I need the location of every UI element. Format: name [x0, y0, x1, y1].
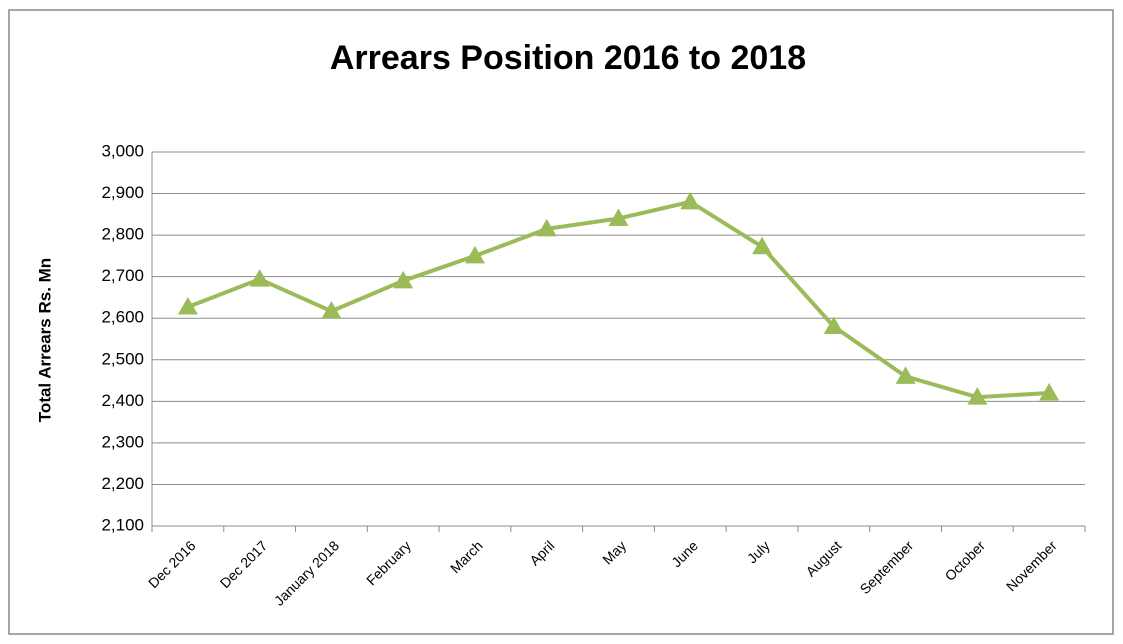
y-tick-label: 2,300 — [101, 432, 144, 451]
marker — [321, 301, 342, 319]
chart-frame — [8, 9, 1114, 635]
y-tick-label: 2,600 — [101, 308, 144, 327]
marker — [895, 366, 916, 384]
marker — [536, 218, 557, 237]
marker — [464, 245, 485, 264]
y-axis-label: Total Arrears Rs. Mn — [35, 258, 54, 422]
marker — [393, 270, 414, 289]
marker — [823, 316, 844, 335]
marker — [680, 191, 701, 210]
y-tick-label: 2,900 — [101, 183, 144, 202]
marker — [967, 387, 988, 405]
y-tick-label: 2,200 — [101, 474, 144, 493]
y-tick-label: 2,400 — [101, 391, 144, 410]
y-tick-label: 2,800 — [101, 225, 144, 244]
marker — [249, 269, 270, 287]
chart-title: Arrears Position 2016 to 2018 — [330, 39, 806, 77]
marker — [752, 236, 773, 255]
marker — [177, 297, 198, 315]
y-tick-label: 2,100 — [101, 515, 144, 534]
y-tick-label: 2,700 — [101, 266, 144, 285]
marker — [608, 208, 629, 226]
y-tick-label: 3,000 — [101, 141, 144, 160]
marker — [1039, 383, 1060, 401]
y-tick-label: 2,500 — [101, 349, 144, 368]
